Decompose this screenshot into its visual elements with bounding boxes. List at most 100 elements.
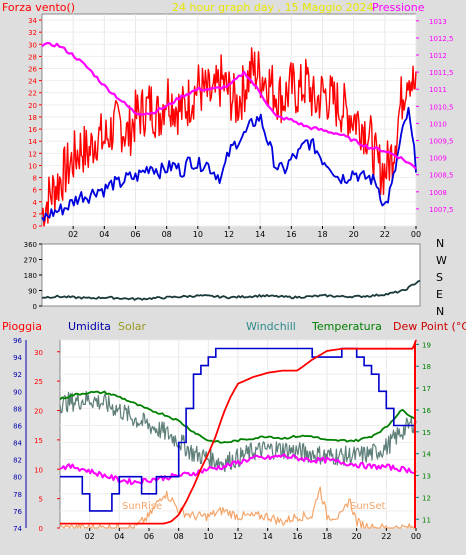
top-left-tick-label: 18 xyxy=(28,114,37,122)
top-left-tick-label: 0 xyxy=(33,223,37,231)
dewpoint-tick-label: 15 xyxy=(422,429,431,437)
humidity-tick-label: 86 xyxy=(13,422,22,430)
dewpoint-tick-label: 13 xyxy=(422,473,431,481)
bottom-x-tick-label: 20 xyxy=(352,532,362,541)
wind-average-line xyxy=(41,106,417,222)
rain-tick-label: 0 xyxy=(39,525,43,533)
top-x-tick-label: 02 xyxy=(68,230,78,239)
top-right-tick-label: 1009,5 xyxy=(429,138,454,146)
humidity-tick-label: 74 xyxy=(13,525,22,533)
top-left-tick-label: 8 xyxy=(33,175,37,183)
top-x-tick-label: 14 xyxy=(255,230,265,239)
chart-title: 24 hour graph day , 15 Maggio 2024 xyxy=(172,1,374,14)
top-left-tick-label: 24 xyxy=(28,78,37,86)
wind-gust-line xyxy=(41,47,417,227)
dewpoint-tick-label: 14 xyxy=(422,451,431,459)
legend-temperature: Temperatura xyxy=(312,320,382,333)
top-x-tick-label: 20 xyxy=(349,230,359,239)
bottom-x-tick-label: 08 xyxy=(174,532,184,541)
bottom-x-tick-label: 12 xyxy=(233,532,243,541)
top-left-tick-label: 34 xyxy=(28,17,37,25)
humidity-tick-label: 94 xyxy=(13,354,22,362)
dewpoint-tick-label: 19 xyxy=(422,341,431,349)
top-right-tick-label: 1010,5 xyxy=(429,103,454,111)
compass-label-s: S xyxy=(436,271,443,284)
rain-tick-label: 20 xyxy=(34,408,43,416)
legend-dewpoint: Dew Point (°C) xyxy=(393,320,466,333)
rain-tick-label: 30 xyxy=(34,349,43,357)
humidity-tick-label: 82 xyxy=(13,457,22,465)
wind-axis-label: Forza vento() xyxy=(2,1,76,14)
rain-tick-label: 10 xyxy=(34,466,43,474)
dir-tick-label: 360 xyxy=(24,241,37,249)
top-x-tick-label: 06 xyxy=(130,230,140,239)
humidity-tick-label: 92 xyxy=(13,371,22,379)
legend-solar: Solar xyxy=(118,320,147,333)
top-right-tick-label: 1010 xyxy=(429,120,447,128)
compass-label-n-bottom: N xyxy=(436,305,445,318)
top-right-tick-label: 1011 xyxy=(429,86,447,94)
wind-direction-line xyxy=(41,279,421,301)
top-left-tick-label: 10 xyxy=(28,162,37,170)
top-right-tick-label: 1009 xyxy=(429,155,447,163)
top-left-tick-label: 2 xyxy=(33,211,37,219)
humidity-tick-label: 90 xyxy=(13,388,22,396)
bottom-x-tick-label: 10 xyxy=(203,532,213,541)
dewpoint-tick-label: 16 xyxy=(422,407,431,415)
sunrise-label: SunRise xyxy=(122,501,163,512)
top-right-tick-label: 1011,5 xyxy=(429,69,454,77)
dir-tick-label: 180 xyxy=(24,272,37,280)
compass-label-n-top: N xyxy=(436,237,445,250)
bottom-x-tick-label: 04 xyxy=(114,532,124,541)
top-left-tick-label: 22 xyxy=(28,90,37,98)
top-left-tick-label: 28 xyxy=(28,53,37,61)
top-x-tick-label: 04 xyxy=(99,230,109,239)
pressure-line xyxy=(41,42,417,170)
dewpoint-tick-label: 18 xyxy=(422,363,431,371)
humidity-tick-label: 78 xyxy=(13,491,22,499)
top-left-tick-label: 30 xyxy=(28,41,37,49)
rain-tick-label: 15 xyxy=(34,437,43,445)
humidity-tick-label: 84 xyxy=(13,440,22,448)
compass-label-e: E xyxy=(436,288,443,301)
bottom-x-tick-label: 00 xyxy=(411,532,421,541)
top-right-tick-label: 1012,5 xyxy=(429,35,454,43)
bottom-x-tick-label: 18 xyxy=(322,532,332,541)
dewpoint-tick-label: 12 xyxy=(422,494,431,502)
top-left-tick-label: 6 xyxy=(33,187,38,195)
temperature-line xyxy=(59,390,416,444)
rain-line xyxy=(60,339,417,525)
dewpoint-tick-label: 11 xyxy=(422,516,431,524)
legend-rain: Pioggia xyxy=(2,320,42,333)
top-left-tick-label: 26 xyxy=(28,66,37,74)
dewpoint-tick-label: 17 xyxy=(422,385,431,393)
bottom-x-tick-label: 22 xyxy=(381,532,391,541)
humidity-line xyxy=(60,347,416,512)
top-x-tick-label: 12 xyxy=(224,230,234,239)
top-x-tick-label: 16 xyxy=(286,230,296,239)
rain-tick-label: 5 xyxy=(39,496,43,504)
bottom-x-tick-label: 06 xyxy=(144,532,154,541)
top-right-tick-label: 1007,5 xyxy=(429,206,454,214)
rain-tick-label: 25 xyxy=(34,378,43,386)
dir-tick-label: 0 xyxy=(33,303,37,311)
top-x-tick-label: 00 xyxy=(411,230,421,239)
humidity-tick-label: 96 xyxy=(13,337,22,345)
top-right-tick-label: 1013 xyxy=(429,18,447,26)
top-left-tick-label: 20 xyxy=(28,102,37,110)
pressure-axis-label: Pressione xyxy=(372,1,425,14)
humidity-tick-label: 76 xyxy=(13,508,22,516)
humidity-tick-label: 80 xyxy=(13,474,22,482)
bottom-x-tick-label: 02 xyxy=(85,532,95,541)
top-x-tick-label: 18 xyxy=(317,230,327,239)
top-left-tick-label: 4 xyxy=(33,199,38,207)
dir-tick-label: 90 xyxy=(28,288,37,296)
top-left-tick-label: 12 xyxy=(28,150,37,158)
compass-label-w: W xyxy=(436,254,447,267)
sunset-label: SunSet xyxy=(350,501,386,512)
top-left-tick-label: 32 xyxy=(28,29,37,37)
top-x-tick-label: 08 xyxy=(162,230,172,239)
top-x-tick-label: 10 xyxy=(193,230,203,239)
legend-humidity: Umidita xyxy=(68,320,111,333)
